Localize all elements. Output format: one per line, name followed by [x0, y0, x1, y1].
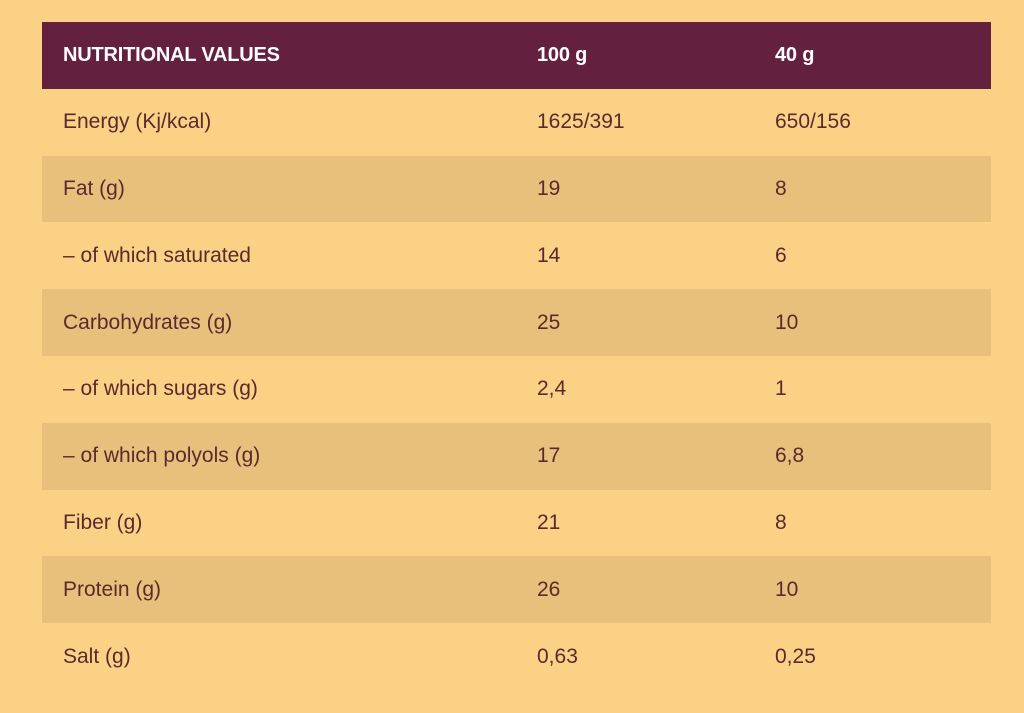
- nutrition-table: NUTRITIONAL VALUES 100 g 40 g Energy (Kj…: [42, 22, 991, 690]
- row-label: Protein (g): [63, 577, 162, 601]
- value-per-40g: 6,8: [775, 444, 805, 468]
- value-per-40g: 8: [775, 176, 787, 200]
- value-per-100g: 2,4: [537, 377, 567, 401]
- table-row-fat: Fat (g) 19 8: [42, 155, 991, 223]
- table-row-sugars: – of which sugars (g) 2,4 1: [42, 356, 991, 423]
- table-row-salt: Salt (g) 0,63 0,25: [42, 623, 991, 690]
- row-label: Fat (g): [63, 176, 125, 200]
- value-per-40g: 0,25: [775, 644, 816, 668]
- value-per-100g: 19: [537, 176, 561, 200]
- value-per-100g: 14: [537, 243, 561, 267]
- row-label: Carbohydrates (g): [63, 310, 233, 334]
- table-row-polyols: – of which polyols (g) 17 6,8: [42, 422, 991, 490]
- value-per-40g: 650/156: [775, 110, 851, 134]
- value-per-100g: 17: [537, 444, 561, 468]
- row-label: – of which saturated: [63, 243, 251, 267]
- table-header-row: NUTRITIONAL VALUES 100 g 40 g: [42, 22, 991, 89]
- table-row-protein: Protein (g) 26 10: [42, 556, 991, 624]
- value-per-40g: 8: [775, 510, 787, 534]
- table-row-carbohydrates: Carbohydrates (g) 25 10: [42, 289, 991, 356]
- table-row-saturated: – of which saturated 14 6: [42, 222, 991, 289]
- table-row-energy: Energy (Kj/kcal) 1625/391 650/156: [42, 89, 991, 156]
- value-per-40g: 10: [775, 310, 799, 334]
- row-label: – of which polyols (g): [63, 444, 261, 468]
- row-label: – of which sugars (g): [63, 377, 258, 401]
- value-per-100g: 0,63: [537, 644, 578, 668]
- value-per-40g: 10: [775, 577, 799, 601]
- header-nutritional-values: NUTRITIONAL VALUES: [63, 43, 280, 66]
- value-per-40g: 6: [775, 243, 787, 267]
- value-per-100g: 26: [537, 577, 561, 601]
- header-per-100g: 100 g: [537, 43, 588, 66]
- row-label: Salt (g): [63, 644, 131, 668]
- value-per-40g: 1: [775, 377, 787, 401]
- value-per-100g: 1625/391: [537, 110, 625, 134]
- table-row-fiber: Fiber (g) 21 8: [42, 490, 991, 557]
- value-per-100g: 21: [537, 510, 561, 534]
- header-per-40g: 40 g: [775, 43, 815, 66]
- value-per-100g: 25: [537, 310, 561, 334]
- row-label: Energy (Kj/kcal): [63, 110, 212, 134]
- row-label: Fiber (g): [63, 510, 143, 534]
